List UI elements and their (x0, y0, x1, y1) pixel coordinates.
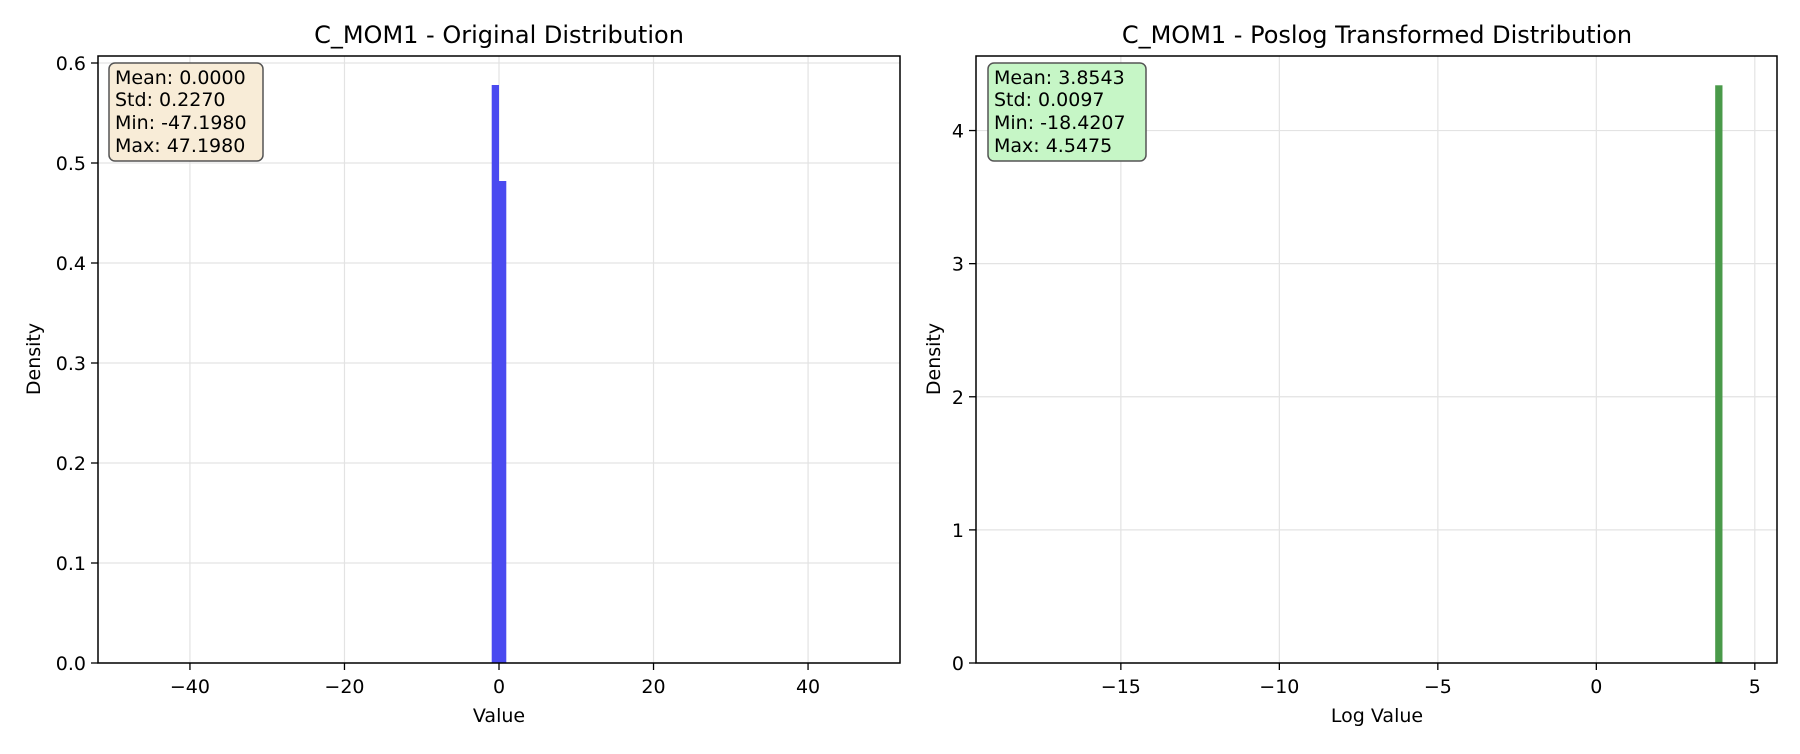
histogram-bar (1715, 85, 1723, 663)
original-distribution-panel: −40 −20 0 20 40 0.0 0.1 0.2 0.3 0.4 0.5 0.6 C_MOM1… (23, 21, 901, 727)
y-tick-label: 0 (952, 653, 964, 675)
x-tick-label: −40 (170, 676, 210, 698)
x-tick-label: 20 (641, 676, 665, 698)
y-tick-label: 0.3 (56, 353, 86, 375)
stats-box-background (108, 62, 264, 162)
y-tick-label: 1 (952, 520, 964, 542)
x-tick-label: 0 (493, 676, 505, 698)
x-tick-label: −20 (324, 676, 364, 698)
stat-max: Max: 47.1980 (115, 135, 245, 157)
x-axis-ticks: −40 −20 0 20 40 (170, 663, 820, 698)
y-axis-ticks: 0.0 0.1 0.2 0.3 0.4 0.5 0.6 (56, 53, 98, 675)
stats-box: Mean: 0.0000 Std: 0.2270 Min: -47.1980 M… (108, 62, 264, 162)
y-axis-label: Density (23, 323, 45, 395)
y-tick-label: 0.1 (56, 553, 86, 575)
stats-box-background (987, 62, 1147, 162)
y-tick-label: 0.5 (56, 153, 86, 175)
plot-frame (975, 55, 1778, 664)
stat-min: Min: -47.1980 (115, 112, 247, 134)
y-tick-label: 0.6 (56, 53, 86, 75)
y-tick-label: 0.0 (56, 653, 86, 675)
x-tick-label: −5 (1424, 676, 1452, 698)
y-tick-label: 4 (952, 121, 964, 143)
y-axis-label: Density (923, 323, 945, 395)
stat-std: Std: 0.2270 (115, 89, 226, 111)
y-tick-label: 2 (952, 387, 964, 409)
y-tick-label: 3 (952, 254, 964, 276)
chart-title: C_MOM1 - Poslog Transformed Distribution (1122, 21, 1632, 49)
histogram-bar (499, 181, 507, 663)
y-tick-label: 0.4 (56, 253, 86, 275)
x-tick-label: −10 (1259, 676, 1299, 698)
y-tick-label: 0.2 (56, 453, 86, 475)
histogram-bar (491, 85, 499, 663)
stat-min: Min: -18.4207 (994, 112, 1126, 134)
chart-title: C_MOM1 - Original Distribution (314, 21, 684, 49)
stat-std: Std: 0.0097 (994, 89, 1105, 111)
y-axis-ticks: 0 1 2 3 4 (952, 121, 976, 675)
histogram-bars (1715, 85, 1723, 663)
x-tick-label: −15 (1101, 676, 1141, 698)
stat-mean: Mean: 0.0000 (115, 67, 246, 89)
x-axis-ticks: −15 −10 −5 0 5 (1101, 663, 1761, 698)
stat-mean: Mean: 3.8543 (994, 67, 1125, 89)
x-axis-label: Log Value (1331, 705, 1423, 727)
histogram-bars (491, 85, 507, 663)
x-axis-label: Value (473, 705, 525, 727)
x-tick-label: 0 (1590, 676, 1602, 698)
x-tick-label: 40 (796, 676, 820, 698)
stat-max: Max: 4.5475 (994, 135, 1112, 157)
poslog-transformed-distribution-panel: −15 −10 −5 0 5 0 1 2 3 4 C_MOM1 - Poslog Transfo… (923, 21, 1778, 727)
x-tick-label: 5 (1749, 676, 1761, 698)
stats-box: Mean: 3.8543 Std: 0.0097 Min: -18.4207 M… (987, 62, 1147, 162)
